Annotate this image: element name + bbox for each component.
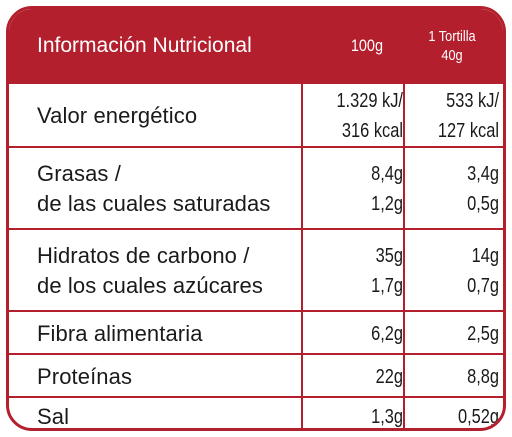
row-value-100g: 1.329 kJ/ 316 kcal <box>336 90 403 142</box>
row-value-100g: 8,4g 1,2g <box>371 163 403 215</box>
row-value-unit: 0,52g <box>457 406 499 428</box>
table-row-fiber: Fibra alimentaria 6,2g 2,5g <box>9 310 503 355</box>
row-label: Hidratos de carbono / de los cuales azúc… <box>37 243 263 298</box>
row-label: Proteínas <box>37 363 133 389</box>
table-row-energy: Valor energético 1.329 kJ/ 316 kcal 533 … <box>9 82 503 148</box>
row-value-100g: 35g 1,7g <box>371 245 403 297</box>
table-row-carbs: Hidratos de carbono / de los cuales azúc… <box>9 228 503 312</box>
row-label: Fibra alimentaria <box>37 320 203 346</box>
row-value-100g: 22g <box>375 365 403 388</box>
table-row-salt: Sal 1,3g 0,52g <box>9 396 503 429</box>
column-divider-2 <box>403 82 405 428</box>
row-label: Grasas / de las cuales saturadas <box>37 161 271 216</box>
row-value-unit: 533 kJ/ 127 kcal <box>437 90 499 142</box>
table-row-protein: Proteínas 22g 8,8g <box>9 353 503 398</box>
row-label: Sal <box>37 404 70 429</box>
header-per-100g: 100g <box>350 35 383 55</box>
row-value-100g: 1,3g <box>371 406 403 428</box>
row-label: Valor energético <box>37 103 198 128</box>
table-row-fat: Grasas / de las cuales saturadas 8,4g 1,… <box>9 146 503 230</box>
row-value-unit: 3,4g 0,5g <box>467 163 499 215</box>
header-title: Información Nutricional <box>37 33 252 57</box>
column-divider-1 <box>301 82 303 428</box>
row-value-unit: 14g 0,7g <box>467 245 499 297</box>
row-value-unit: 8,8g <box>467 365 499 388</box>
table-header: Información Nutricional 100g 1 Tortilla … <box>9 9 503 82</box>
row-value-100g: 6,2g <box>371 322 403 345</box>
row-value-unit: 2,5g <box>467 322 499 345</box>
nutrition-label: Información Nutricional 100g 1 Tortilla … <box>6 6 506 431</box>
header-per-unit: 1 Tortilla 40g <box>428 27 476 64</box>
